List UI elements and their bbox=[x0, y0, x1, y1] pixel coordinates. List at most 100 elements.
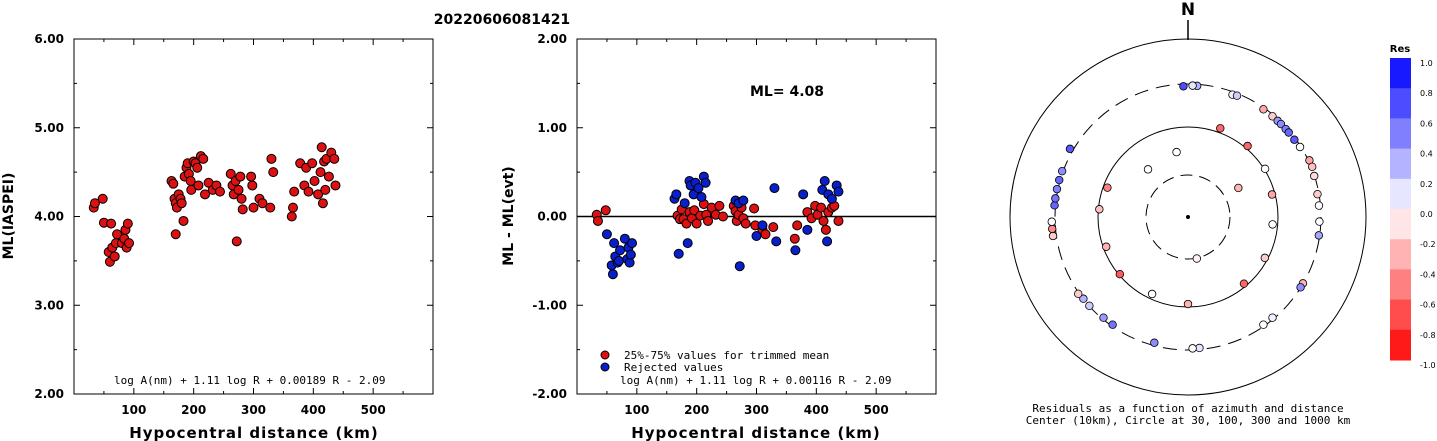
station-point bbox=[1195, 343, 1204, 353]
data-point bbox=[613, 255, 624, 266]
data-point bbox=[268, 167, 279, 178]
data-point bbox=[760, 229, 771, 240]
data-point bbox=[822, 236, 833, 247]
data-point bbox=[247, 180, 258, 191]
data-point bbox=[176, 198, 187, 209]
caption-line2: Center (10km), Circle at 30, 100, 300 an… bbox=[1026, 414, 1351, 427]
station-points bbox=[1047, 81, 1324, 353]
data-point bbox=[673, 248, 684, 259]
station-point bbox=[1192, 254, 1202, 263]
data-point bbox=[691, 218, 702, 229]
station-point bbox=[1143, 165, 1153, 174]
colorbar-title: Res bbox=[1390, 44, 1410, 55]
data-point bbox=[320, 184, 331, 195]
colorbar-tick-label: 0.4 bbox=[1420, 150, 1433, 159]
circle-30km bbox=[1145, 174, 1231, 260]
station-point bbox=[1259, 320, 1268, 329]
data-point bbox=[323, 171, 334, 182]
y-tick-label: -2.00 bbox=[532, 387, 567, 401]
colorbar-cell bbox=[1390, 118, 1411, 150]
x-ticks: 100 200 300 400 500 bbox=[606, 39, 907, 417]
data-point bbox=[231, 236, 242, 247]
y-tick-label: 4.00 bbox=[34, 210, 64, 224]
data-point bbox=[233, 184, 244, 195]
station-point bbox=[1295, 142, 1305, 152]
station-point bbox=[1188, 81, 1197, 90]
panel-polar-residuals: N Residuals as a function of azimuth and… bbox=[1009, 0, 1367, 427]
data-point bbox=[237, 204, 248, 215]
data-point bbox=[790, 245, 801, 256]
station-point bbox=[1052, 184, 1062, 194]
colorbar-tick-label: -0.2 bbox=[1420, 240, 1436, 249]
y-ticks: -2.00 -1.00 0.00 1.00 2.00 bbox=[532, 32, 936, 401]
station-point bbox=[1102, 242, 1111, 251]
colorbar-cell bbox=[1390, 299, 1411, 331]
x-tick-label: 100 bbox=[121, 403, 146, 417]
panel-ml-iaspei: 2.00 3.00 4.00 5.00 6.00 100 200 300 400 500 log… bbox=[1, 32, 434, 441]
data-point bbox=[266, 153, 277, 164]
data-point bbox=[89, 198, 100, 209]
colorbar-cell bbox=[1390, 239, 1411, 270]
station-point bbox=[1267, 190, 1277, 199]
y-tick-label: -1.00 bbox=[532, 298, 567, 312]
station-point bbox=[1103, 183, 1112, 192]
station-point bbox=[1243, 141, 1252, 151]
data-point bbox=[186, 184, 197, 195]
colorbar-tick-label: -0.6 bbox=[1420, 301, 1436, 310]
x-tick-label: 200 bbox=[181, 403, 206, 417]
data-point bbox=[246, 171, 257, 182]
station-point bbox=[1047, 217, 1056, 226]
circle-1000km bbox=[1009, 38, 1367, 396]
data-point bbox=[671, 189, 682, 200]
y-tick-label: 2.00 bbox=[537, 32, 567, 46]
station-point bbox=[1314, 231, 1324, 240]
data-point bbox=[317, 198, 328, 209]
data-point bbox=[792, 220, 803, 231]
data-point bbox=[287, 202, 298, 213]
station-point bbox=[1085, 301, 1094, 311]
x-tick-label: 300 bbox=[241, 403, 266, 417]
data-point bbox=[600, 205, 611, 216]
data-point bbox=[820, 224, 831, 235]
colorbar-cell bbox=[1390, 178, 1411, 210]
data-point bbox=[307, 158, 318, 169]
circle-300km bbox=[1054, 83, 1322, 351]
data-point bbox=[789, 233, 800, 244]
station-point bbox=[1290, 135, 1299, 144]
station-point bbox=[1051, 194, 1060, 203]
station-point bbox=[1268, 220, 1277, 229]
data-point bbox=[738, 195, 749, 206]
x-tick-label: 500 bbox=[864, 403, 889, 417]
colorbar-tick-label: -0.8 bbox=[1420, 331, 1436, 340]
data-point bbox=[682, 238, 693, 249]
station-point bbox=[1147, 289, 1157, 299]
data-point bbox=[112, 229, 123, 240]
station-point bbox=[1314, 201, 1324, 210]
y-tick-label: 5.00 bbox=[34, 121, 64, 135]
data-point bbox=[592, 215, 603, 226]
station-point bbox=[1308, 162, 1317, 172]
data-point bbox=[771, 236, 782, 247]
data-point bbox=[696, 191, 707, 202]
colorbar-tick-label: 0.0 bbox=[1420, 210, 1433, 219]
data-point bbox=[693, 183, 704, 194]
station-point bbox=[1115, 270, 1125, 279]
station-point bbox=[1268, 313, 1277, 322]
y-tick-label: 3.00 bbox=[34, 298, 64, 312]
data-point bbox=[625, 249, 636, 260]
panel-ml-residual: -2.00 -1.00 0.00 1.00 2.00 100 200 300 400 500 M… bbox=[501, 32, 937, 441]
colorbar-cell bbox=[1390, 58, 1411, 89]
data-point bbox=[833, 186, 844, 197]
data-point bbox=[192, 162, 203, 173]
station-point bbox=[1315, 217, 1324, 226]
station-point bbox=[1284, 128, 1293, 137]
x-tick-label: 400 bbox=[804, 403, 829, 417]
station-point bbox=[1050, 201, 1059, 210]
colorbar-tick-label: -1.0 bbox=[1420, 361, 1436, 370]
colorbar: Res 1.0 0.8 0.6 0.4 0.2 0.0 -0.2 -0.4 -0.6 -0.8 -1… bbox=[1390, 44, 1436, 370]
colorbar-tick-label: 0.2 bbox=[1420, 180, 1433, 189]
data-point bbox=[316, 142, 327, 153]
data-point bbox=[248, 202, 259, 213]
colorbar-tick-label: 0.8 bbox=[1420, 89, 1433, 98]
x-tick-label: 100 bbox=[624, 403, 649, 417]
